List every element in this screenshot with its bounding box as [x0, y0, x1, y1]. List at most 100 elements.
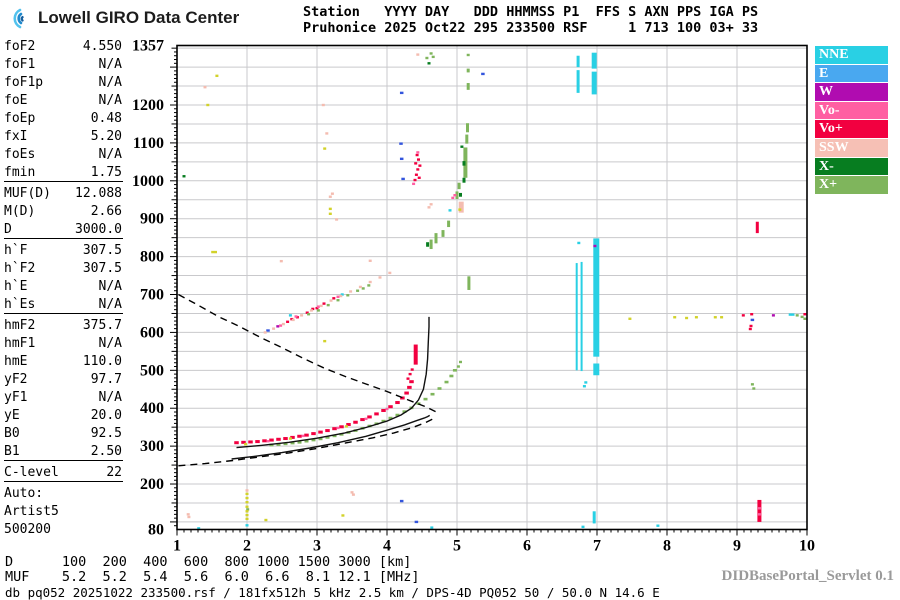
- parameter-row-fof1p: foF1p N/A: [4, 75, 122, 93]
- parameter-label: M(D): [4, 204, 36, 219]
- parameter-value: 20.0: [90, 408, 122, 423]
- x-plus-spread-columns: [434, 233, 438, 244]
- parameter-value: 12.088: [75, 186, 122, 201]
- parameter-value: 22: [106, 465, 122, 480]
- x-trace-echoes-x-plus: [437, 387, 442, 390]
- parameter-label: h`E: [4, 279, 28, 294]
- ssw-scatter: [339, 294, 343, 298]
- o-trace-echoes-vo-plus: [367, 415, 372, 419]
- noise-scatter-yellow: [206, 103, 210, 107]
- plot-frame: [176, 44, 808, 531]
- o-trace-echoes-vo-plus: [332, 427, 337, 431]
- x-minus-scatter: [460, 145, 464, 148]
- e-scatter: [399, 157, 404, 161]
- w-scatter: [593, 244, 597, 248]
- noise-scatter-yellow: [264, 518, 268, 522]
- ssw-scatter: [427, 206, 431, 209]
- muf-table-d-row: D 100 200 400 600 800 1000 1500 3000 [km…: [5, 554, 412, 570]
- ssw-scatter: [300, 314, 304, 317]
- y-axis-label: 500: [140, 362, 164, 379]
- vo-minus-scatter: [451, 196, 455, 200]
- x-axis-label: 10: [799, 538, 815, 555]
- muf-table: D 100 200 400 600 800 1000 1500 3000 [km…: [5, 555, 420, 584]
- x-axis-label: 3: [313, 538, 321, 555]
- o-trace-echoes-vo-plus: [304, 433, 309, 437]
- ssw-scatter: [203, 85, 207, 89]
- parameter-value: 0.48: [90, 111, 122, 126]
- vo-minus-scatter: [266, 439, 270, 443]
- parameter-row-b1: B1 2.50: [4, 444, 122, 462]
- legend-item-w: W: [815, 83, 888, 101]
- parameter-row-foe: foE N/A: [4, 93, 122, 111]
- o-trace-echoes-vo-plus: [248, 440, 253, 444]
- e-scatter: [399, 499, 404, 503]
- measurement-info-line: db pq052 20251022 233500.rsf / 181fx512h…: [5, 585, 660, 600]
- parameter-label: hmE: [4, 354, 28, 369]
- vo-plus-scatter: [417, 176, 421, 179]
- vo-plus-scatter: [749, 324, 753, 328]
- x-plus-scatter: [346, 294, 350, 297]
- x-trace-echoes-x-plus: [423, 397, 428, 401]
- vo-plus-scatter: [415, 153, 419, 157]
- vo-plus-scatter: [315, 306, 319, 310]
- parameter-label: foF2: [4, 39, 36, 54]
- parameter-row-foes: foEs N/A: [4, 147, 122, 165]
- parameter-label: B0: [4, 426, 20, 441]
- parameter-row-artist5: Artist5: [4, 504, 122, 522]
- parameter-row-hf: h`F 307.5: [4, 243, 122, 261]
- legend-item-nne: NNE: [815, 46, 888, 64]
- parameter-value: 97.7: [90, 372, 122, 387]
- o-trace-echoes-vo-plus: [409, 380, 414, 384]
- noise-scatter-yellow: [214, 250, 217, 254]
- o-trace-echoes-vo-plus: [318, 430, 323, 434]
- parameter-label: yF2: [4, 372, 28, 387]
- o-trace-echoes-vo-plus: [360, 418, 365, 422]
- noise-scatter-yellow: [245, 510, 249, 513]
- x-plus-scatter: [246, 508, 250, 511]
- parameter-value: N/A: [98, 147, 122, 162]
- ssw-scatter: [368, 280, 372, 284]
- y-axis-label: 300: [140, 438, 164, 455]
- x-plus-scatter: [431, 55, 435, 59]
- y-axis-label: 700: [140, 287, 164, 304]
- parameter-label: h`F: [4, 243, 28, 258]
- legend-item-vo: Vo+: [815, 120, 888, 138]
- nne-rfi-columns: [591, 71, 597, 95]
- nne-rfi-columns: [575, 263, 578, 371]
- vo-plus-spread-columns: [757, 499, 762, 522]
- parameter-row-d: D 3000.0: [4, 222, 122, 240]
- panel-divider: [4, 238, 123, 239]
- ssw-scatter: [416, 53, 420, 56]
- ssw-scatter: [321, 103, 325, 107]
- parameter-row-hmf2: hmF2 375.7: [4, 318, 122, 336]
- x-plus-scatter: [800, 315, 804, 319]
- station-header-line2: Pruhonice 2025 Oct22 295 233500 RSF 1 71…: [303, 19, 759, 36]
- x-trace-echoes-x-plus: [283, 442, 288, 446]
- x-axis-label: 8: [663, 538, 671, 555]
- parameter-label: C-level: [4, 465, 59, 480]
- x-axis-label: 6: [523, 538, 531, 555]
- parameter-value: 307.5: [82, 261, 122, 276]
- ssw-scatter: [350, 491, 354, 494]
- o-trace-echoes-vo-plus: [234, 441, 239, 445]
- o-trace-echoes-vo-plus: [297, 434, 302, 438]
- noise-scatter-yellow: [245, 517, 249, 521]
- x-plus-scatter: [367, 284, 371, 287]
- x-plus-spread-columns: [467, 276, 471, 290]
- ssw-scatter: [378, 276, 382, 279]
- ssw-scatter: [186, 513, 190, 516]
- parameter-value: N/A: [98, 336, 122, 351]
- nne-scatter: [448, 209, 452, 212]
- parameter-value: N/A: [98, 75, 122, 90]
- panel-divider: [4, 460, 123, 461]
- parameter-label: fxI: [4, 129, 28, 144]
- parameter-row-500200: 500200: [4, 522, 122, 540]
- parameter-row-fxi: fxI 5.20: [4, 129, 122, 147]
- vo-minus-scatter: [364, 417, 368, 421]
- nne-rfi-columns: [576, 55, 580, 68]
- nne-rfi-columns: [593, 238, 600, 357]
- parameter-label: foF1: [4, 57, 36, 72]
- x-plus-scatter: [336, 298, 340, 302]
- vo-plus-scatter: [305, 311, 309, 314]
- y-axis-label: 400: [140, 400, 164, 417]
